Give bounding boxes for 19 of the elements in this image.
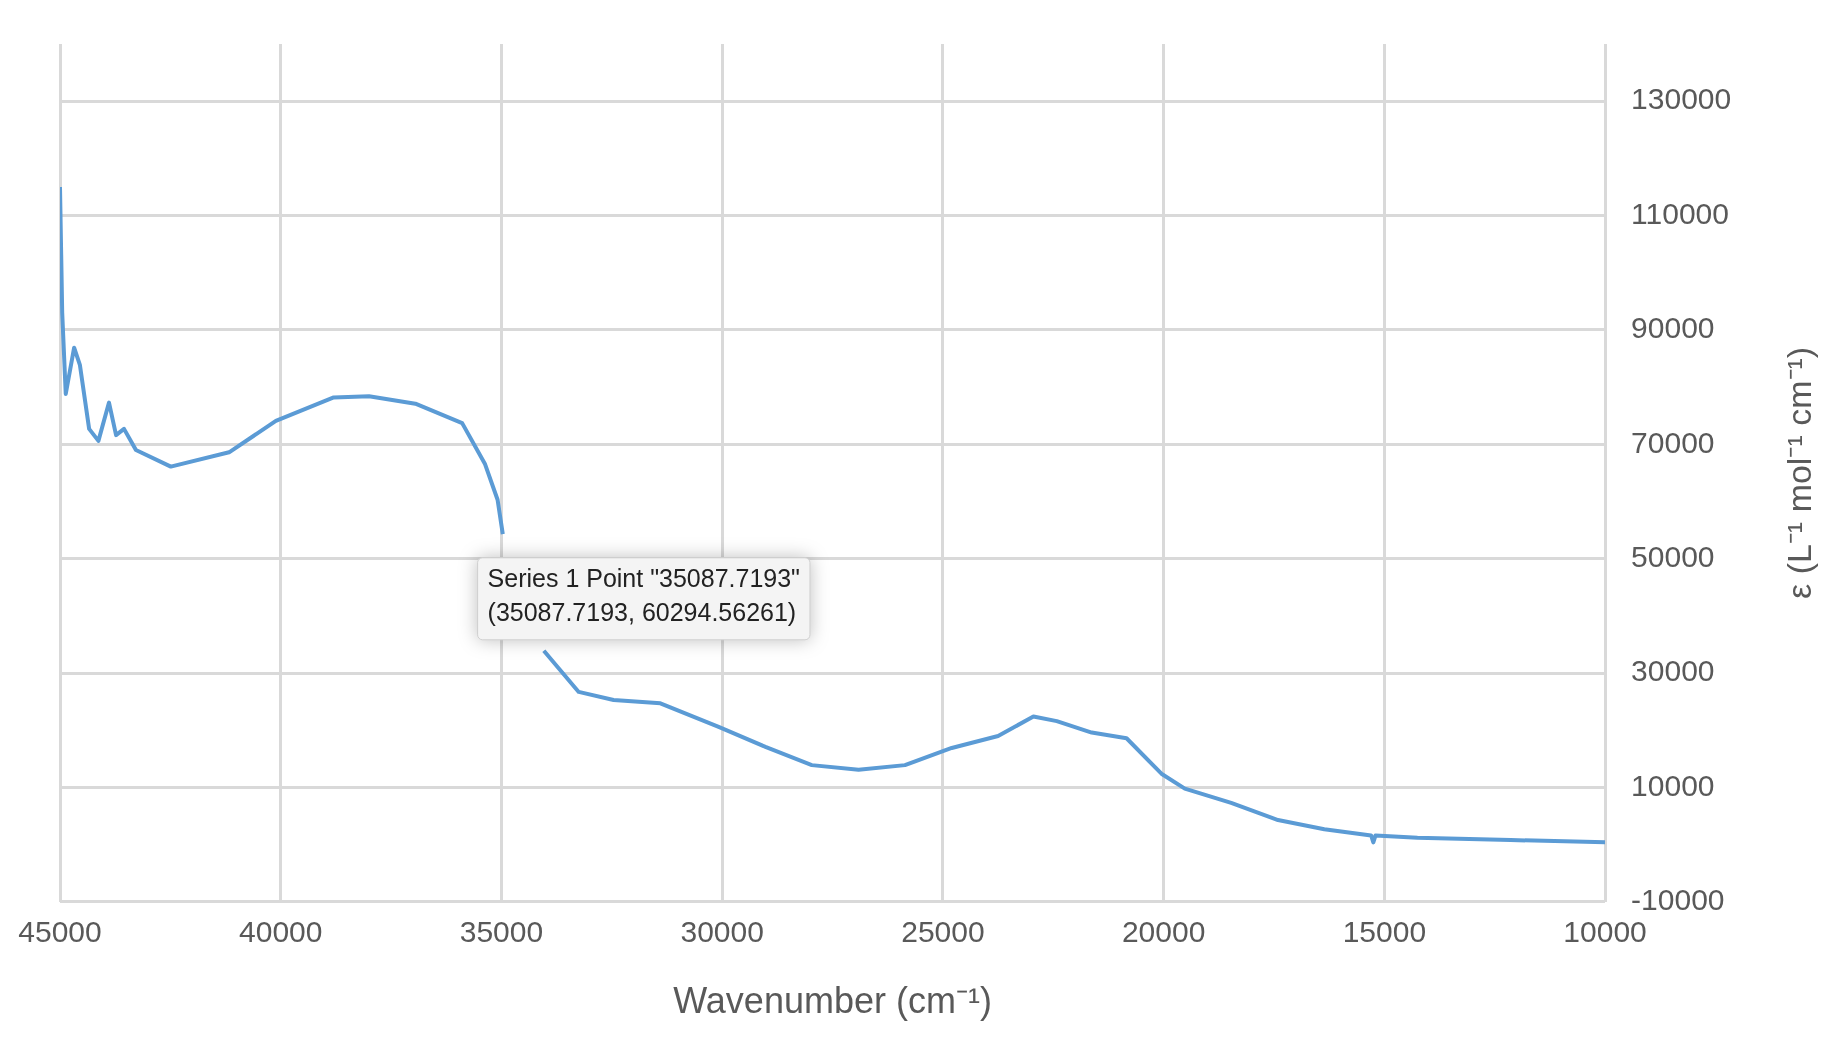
x-tick-label: 10000: [1563, 915, 1647, 949]
x-axis-title: Wavenumber (cm⁻¹): [673, 980, 992, 1022]
y-tick-label: 130000: [1631, 82, 1732, 116]
y-tick-label: 10000: [1631, 768, 1715, 802]
y-tick-label: 90000: [1631, 311, 1715, 345]
y-tick-label: 30000: [1631, 654, 1715, 688]
y-tick-label: 70000: [1631, 425, 1715, 459]
x-tick-label: 20000: [1121, 915, 1206, 949]
y-axis-title: ε (L⁻¹ mol⁻¹ cm⁻¹): [1780, 346, 1819, 599]
x-tick-label: 30000: [680, 915, 764, 949]
x-tick-label: 15000: [1342, 915, 1427, 949]
x-tick-label: 25000: [901, 915, 985, 949]
x-tick-label: 35000: [459, 915, 544, 949]
y-tick-label: -10000: [1631, 883, 1725, 917]
annotation: Series 1 Point "35087.7193" (35087.7193, 60294.56261): [487, 564, 800, 627]
y-tick-label: 50000: [1631, 539, 1715, 573]
x-tick-label: 45000: [18, 915, 102, 949]
y-tick-label: 110000: [1631, 196, 1729, 230]
x-tick-label: 40000: [239, 915, 323, 949]
